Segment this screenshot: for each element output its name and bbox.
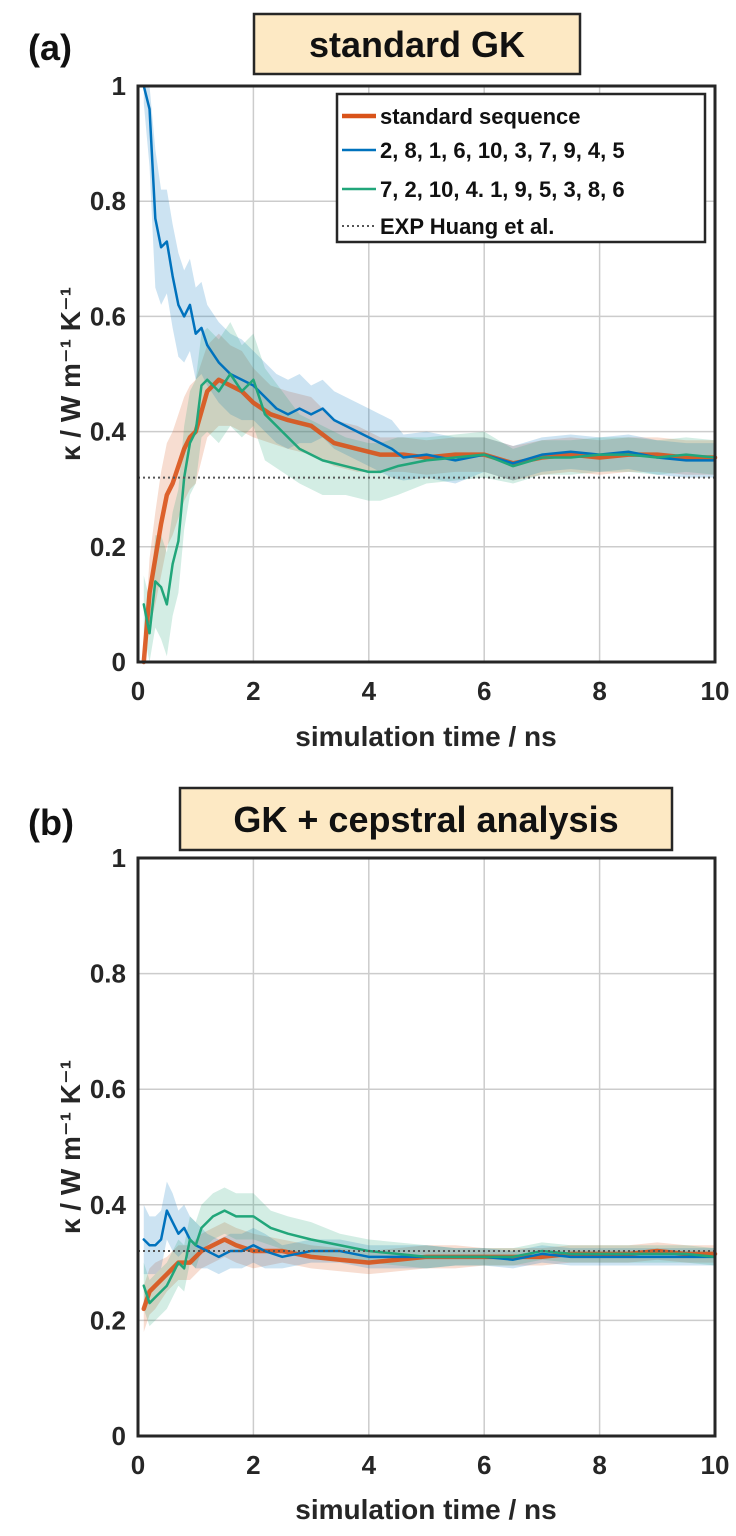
legend: standard sequence 2, 8, 1, 6, 10, 3, 7, … xyxy=(335,92,707,244)
x-tick-5-a: 10 xyxy=(701,676,730,706)
x-tick-4-b: 8 xyxy=(592,1450,606,1480)
legend-box xyxy=(335,92,707,244)
grid-b xyxy=(137,857,716,1437)
panel-label-b: (b) xyxy=(28,802,74,843)
x-tick-0-b: 0 xyxy=(131,1450,145,1480)
y-tick-3-a: 0.6 xyxy=(90,301,126,331)
y-tick-4-b: 0.8 xyxy=(90,959,126,989)
x-tick-3-b: 6 xyxy=(477,1450,491,1480)
legend-label-blue: 2, 8, 1, 6, 10, 3, 7, 9, 4, 5 xyxy=(380,138,625,163)
legend-item-blue: 2, 8, 1, 6, 10, 3, 7, 9, 4, 5 xyxy=(342,138,625,163)
line-blue-b xyxy=(142,1209,717,1261)
chart-title-box-b xyxy=(178,786,674,852)
x-tick-2-b: 4 xyxy=(362,1450,377,1480)
legend-item-green: 7, 2, 10, 4. 1, 9, 5, 3, 8, 6 xyxy=(342,177,625,202)
x-tick-0-a: 0 xyxy=(131,676,145,706)
legend-item-exp: EXP Huang et al. xyxy=(342,214,554,239)
y-tick-5-b: 1 xyxy=(112,843,126,873)
y-tick-1-b: 0.2 xyxy=(90,1305,126,1335)
plot-frame-b xyxy=(136,856,717,1438)
y-tick-2-b: 0.4 xyxy=(90,1190,127,1220)
plot-frame-a xyxy=(136,84,717,664)
band-standard-b xyxy=(143,1222,715,1332)
y-axis-label-b: κ / W m⁻¹ K⁻¹ xyxy=(55,1060,86,1234)
y-tick-1-a: 0.2 xyxy=(90,532,126,562)
y-tick-2-a: 0.4 xyxy=(90,417,127,447)
chart-title-box-a xyxy=(252,12,582,76)
panel-a: (a) standard GK 0 2 4 6 8 10 0 0.2 0.4 0.6 0.8 1 s… xyxy=(28,12,730,752)
y-tick-4-a: 0.8 xyxy=(90,186,126,216)
confidence-bands-a xyxy=(143,86,715,662)
y-tick-labels-b: 0 0.2 0.4 0.6 0.8 1 xyxy=(90,843,127,1451)
x-tick-labels-a: 0 2 4 6 8 10 xyxy=(131,676,730,706)
x-tick-1-b: 2 xyxy=(246,1450,260,1480)
y-tick-3-b: 0.6 xyxy=(90,1074,126,1104)
chart-title-b: GK + cepstral analysis xyxy=(233,799,618,840)
x-tick-2-a: 4 xyxy=(362,676,377,706)
panel-label-a: (a) xyxy=(28,27,72,68)
legend-label-exp: EXP Huang et al. xyxy=(380,214,554,239)
x-tick-3-a: 6 xyxy=(477,676,491,706)
y-tick-0-a: 0 xyxy=(112,647,126,677)
x-tick-4-a: 8 xyxy=(592,676,606,706)
x-axis-label-a: simulation time / ns xyxy=(295,721,556,752)
y-tick-labels-a: 0 0.2 0.4 0.6 0.8 1 xyxy=(90,71,127,677)
band-standard-a xyxy=(143,333,715,662)
line-green-a xyxy=(142,372,717,635)
y-tick-5-a: 1 xyxy=(112,71,126,101)
x-axis-label-b: simulation time / ns xyxy=(295,1494,556,1525)
panel-b: (b) GK + cepstral analysis 0 2 4 6 8 10 00.20… xyxy=(28,786,730,1525)
line-blue-a xyxy=(142,84,717,465)
line-green-b xyxy=(142,1209,717,1305)
band-green-a xyxy=(143,322,715,662)
band-blue-a xyxy=(143,86,715,484)
legend-label-green: 7, 2, 10, 4. 1, 9, 5, 3, 8, 6 xyxy=(380,177,625,202)
y-axis-label-a: κ / W m⁻¹ K⁻¹ xyxy=(55,287,86,461)
series-lines-b xyxy=(141,1209,718,1312)
y-tick-0-b: 0 xyxy=(112,1421,126,1451)
legend-item-standard: standard sequence xyxy=(342,104,581,129)
x-tick-5-b: 10 xyxy=(701,1450,730,1480)
x-tick-1-a: 2 xyxy=(246,676,260,706)
chart-title-a: standard GK xyxy=(309,24,525,65)
legend-label-standard: standard sequence xyxy=(380,104,581,129)
x-tick-labels-b: 0 2 4 6 8 10 xyxy=(131,1450,730,1480)
